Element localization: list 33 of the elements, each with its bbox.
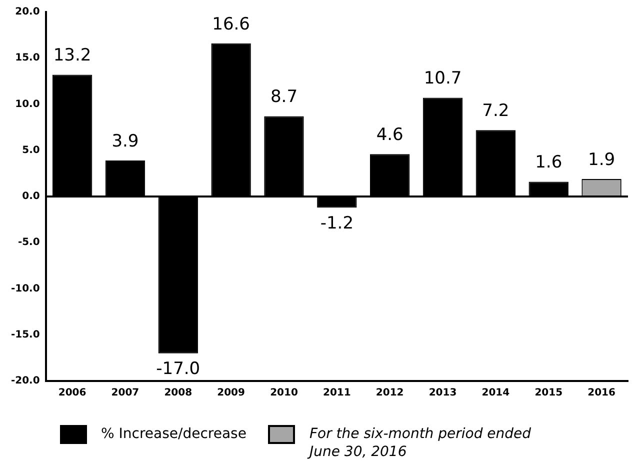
data-label: 13.2 [53,46,92,66]
y-tick-label: 0.0 [22,191,40,202]
y-tick-label: -10.0 [10,283,40,294]
data-label: -17.0 [156,359,200,380]
y-tick-label: -5.0 [18,237,40,248]
legend-label: For the six-month period ended June 30, 2016 [309,425,532,461]
x-tick-label: 2016 [588,388,616,399]
y-tick-label: -20.0 [10,376,40,387]
x-tick-label: 2006 [58,388,86,399]
data-label: 16.6 [212,14,250,34]
x-tick-label: 2008 [164,388,192,399]
y-tick-label: 5.0 [22,144,40,156]
x-tick-label: 2009 [217,388,246,399]
x-tick-label: 2015 [534,388,563,399]
data-label: -1.2 [320,213,354,234]
y-tick-label: 10.0 [15,98,40,110]
data-label: 7.2 [482,101,510,121]
x-tick-label: 2012 [376,388,404,399]
data-label: 8.7 [270,87,298,108]
data-label: 10.7 [424,68,462,89]
x-tick-label: 2007 [111,388,140,399]
x-tick-label: 2014 [482,388,510,399]
data-label: 4.6 [376,124,404,145]
y-tick-label: 15.0 [15,52,40,64]
y-tick-label: -15.0 [10,329,40,340]
x-tick-label: 2011 [322,388,351,399]
data-label: 1.9 [588,150,616,170]
x-tick-label: 2013 [428,388,457,399]
y-tick-label: 20.0 [15,6,40,18]
x-tick-label: 2010 [270,388,298,399]
data-label: 3.9 [112,131,139,152]
legend-label: % Increase/decrease [101,425,246,443]
data-label: 1.6 [535,152,562,173]
